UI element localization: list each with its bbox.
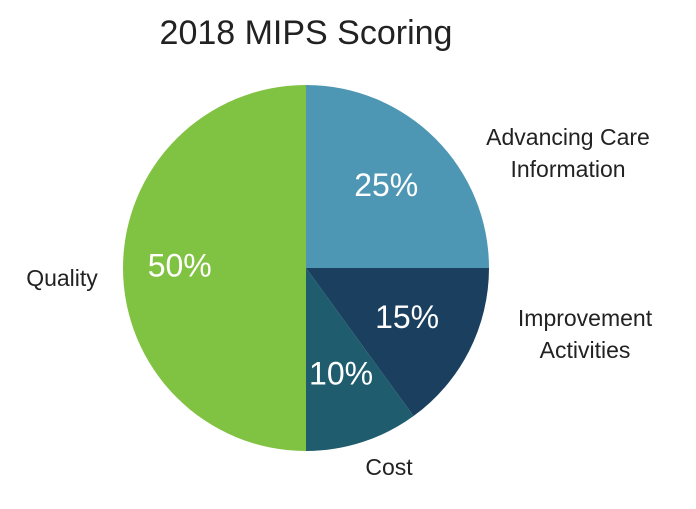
category-label: Quality [26, 265, 98, 291]
pie-slice [123, 85, 306, 451]
pie-slice [306, 85, 489, 268]
pie-slice [306, 268, 414, 451]
value-label: 25% [354, 167, 418, 203]
category-label: Cost [365, 454, 413, 480]
chart-title: 2018 MIPS Scoring [160, 14, 453, 52]
pie-slice [306, 268, 489, 417]
value-label: 15% [375, 299, 439, 335]
category-label: Advancing Care Information [486, 124, 650, 182]
category-label: Improvement Activities [517, 305, 653, 363]
value-label: 10% [309, 355, 373, 391]
value-label: 50% [148, 247, 212, 283]
